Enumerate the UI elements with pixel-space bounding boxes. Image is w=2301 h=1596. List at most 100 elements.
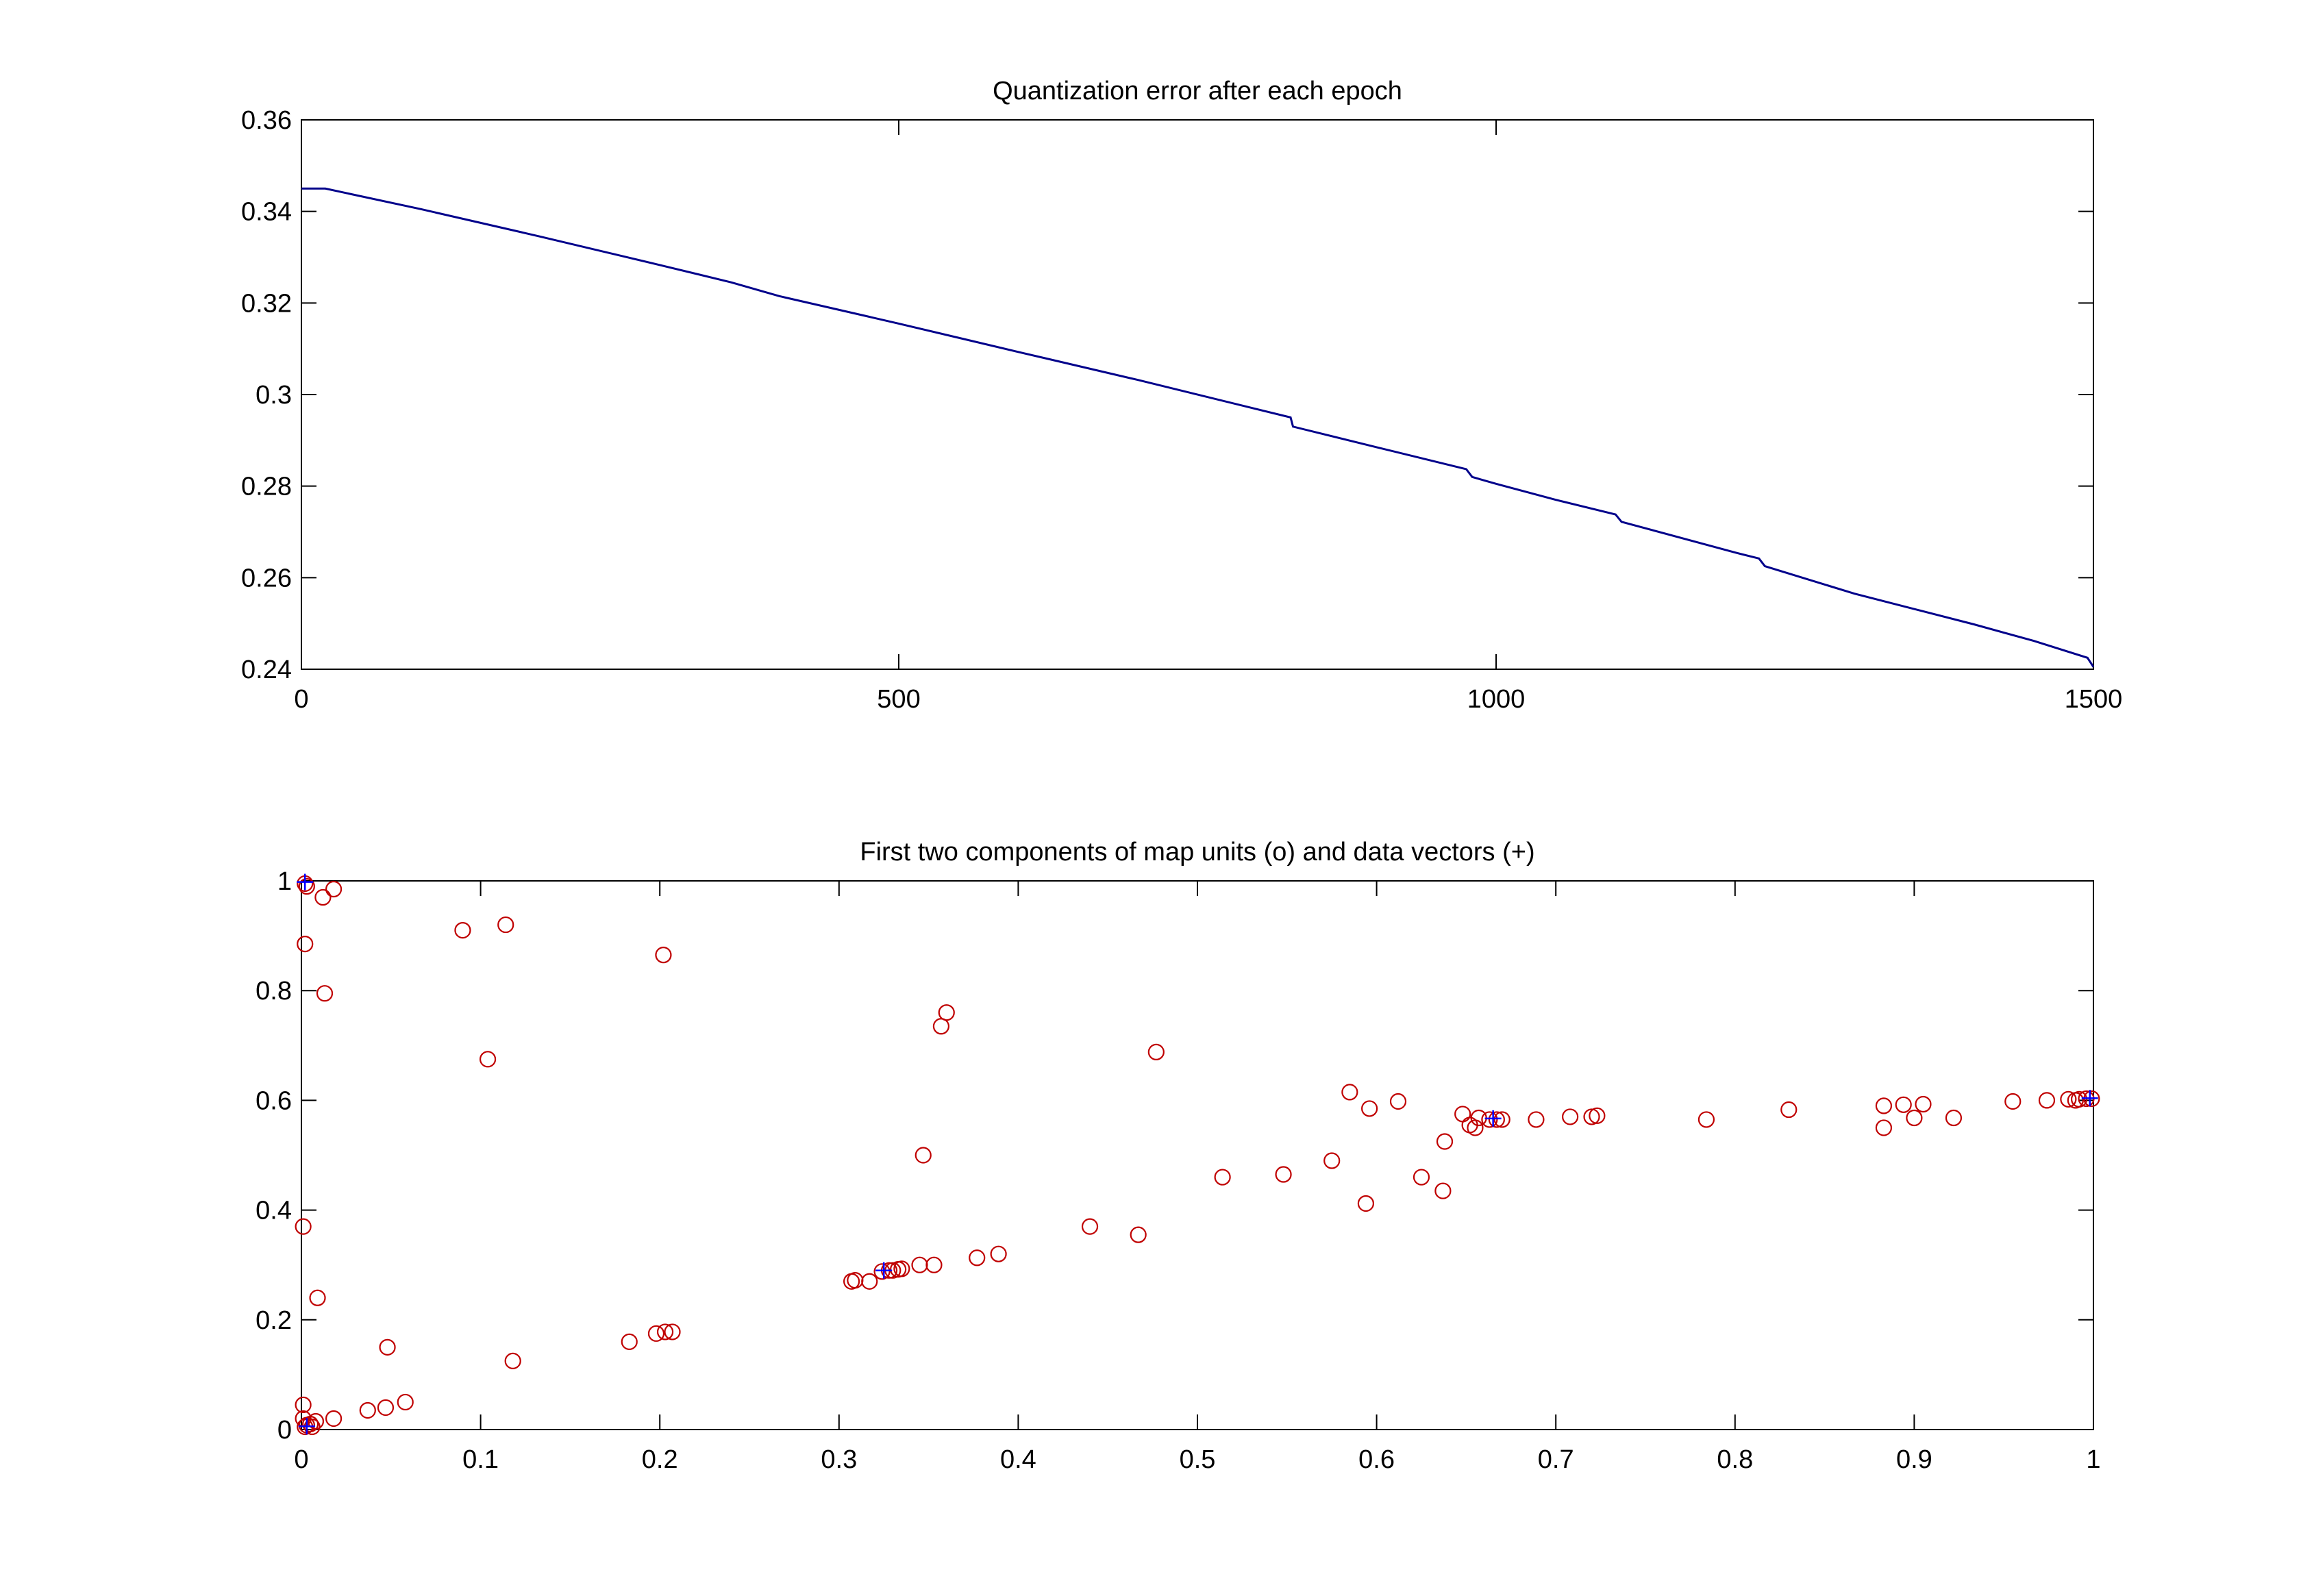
map-unit-point <box>1147 1043 1165 1061</box>
series-line <box>301 187 2095 668</box>
y-tick-label: 0.24 <box>241 656 292 684</box>
y-tick-label: 0.36 <box>241 106 292 135</box>
map-unit-point <box>454 921 471 939</box>
map-unit-point <box>497 916 514 934</box>
chart-panel-2: First two components of map units (o) an… <box>256 838 2100 1474</box>
x-tick-label: 500 <box>877 685 920 714</box>
y-tick-label: 1 <box>277 867 292 896</box>
map-unit-point <box>2004 1093 2022 1110</box>
map-unit-point <box>932 1018 950 1035</box>
data-vector-point <box>2081 1090 2098 1107</box>
data-vector-point <box>875 1262 893 1279</box>
map-unit-point <box>479 1051 497 1068</box>
map-unit-point <box>309 1289 326 1306</box>
x-tick-label: 0 <box>294 1445 308 1474</box>
map-unit-point <box>990 1245 1007 1262</box>
map-unit-point <box>861 1273 878 1290</box>
map-unit-point <box>1906 1109 1923 1127</box>
x-tick-label: 0 <box>294 685 308 714</box>
map-unit-point <box>1583 1108 1600 1125</box>
map-unit-point <box>1361 1100 1378 1117</box>
y-tick-label: 0 <box>277 1416 292 1445</box>
map-unit-point <box>656 1323 674 1341</box>
map-unit-point <box>379 1338 396 1356</box>
map-unit-point <box>1528 1111 1545 1128</box>
map-unit-point <box>911 1256 928 1273</box>
chart-title: Quantization error after each epoch <box>993 77 1402 105</box>
y-tick-label: 0.3 <box>256 381 292 410</box>
y-tick-label: 0.32 <box>241 289 292 318</box>
map-unit-point <box>664 1323 681 1341</box>
x-tick-label: 0.9 <box>1896 1445 1932 1474</box>
map-unit-point <box>1434 1182 1452 1199</box>
map-unit-point <box>1130 1226 1147 1243</box>
map-unit-point <box>1915 1095 1932 1113</box>
map-unit-point <box>1875 1119 1893 1136</box>
map-unit-point <box>1488 1111 1505 1128</box>
data-vector-point <box>297 873 314 890</box>
map-unit-point <box>1780 1101 1798 1119</box>
map-unit-point <box>1341 1084 1358 1101</box>
x-tick-label: 0.7 <box>1538 1445 1574 1474</box>
map-unit-point <box>1697 1111 1715 1128</box>
x-tick-label: 0.6 <box>1358 1445 1395 1474</box>
map-unit-point <box>314 888 332 906</box>
y-tick-label: 0.6 <box>256 1086 292 1115</box>
map-unit-point <box>298 877 315 895</box>
map-unit-point <box>938 1004 955 1021</box>
y-tick-label: 0.8 <box>256 977 292 1006</box>
map-unit-point <box>1357 1195 1375 1212</box>
map-unit-point <box>1323 1152 1341 1169</box>
x-tick-label: 1500 <box>2065 685 2123 714</box>
x-tick-label: 0.4 <box>1000 1445 1036 1474</box>
map-unit-point <box>325 880 343 898</box>
map-unit-point <box>2070 1090 2088 1108</box>
map-unit-point <box>915 1147 932 1164</box>
x-tick-label: 1000 <box>1467 685 1526 714</box>
map-unit-point <box>325 1410 343 1427</box>
map-unit-point <box>1389 1093 1407 1110</box>
y-tick-label: 0.4 <box>256 1197 292 1225</box>
map-unit-point <box>295 1218 312 1235</box>
data-vector-point <box>1484 1110 1502 1127</box>
x-tick-label: 0.1 <box>462 1445 499 1474</box>
map-unit-point <box>504 1352 521 1369</box>
map-unit-point <box>1454 1106 1471 1123</box>
map-unit-point <box>295 1396 312 1414</box>
map-unit-point <box>1875 1097 1893 1114</box>
chart-panel-1: Quantization error after each epoch 0 500 1… <box>241 77 2122 714</box>
map-unit-point <box>297 936 314 953</box>
map-unit-point <box>925 1256 943 1273</box>
axes-box <box>301 880 2094 1430</box>
map-unit-point <box>359 1401 376 1419</box>
chart-title: First two components of map units (o) an… <box>860 838 1534 866</box>
map-unit-point <box>1493 1111 1510 1128</box>
map-unit-point <box>1436 1133 1454 1150</box>
data-vector-point <box>298 1418 315 1435</box>
map-unit-point <box>1413 1169 1430 1186</box>
x-tick-label: 0.3 <box>821 1445 857 1474</box>
map-unit-point <box>1467 1119 1484 1136</box>
map-unit-point <box>1481 1111 1498 1128</box>
map-unit-point <box>621 1333 638 1350</box>
map-unit-point <box>1275 1166 1292 1183</box>
map-unit-point <box>1895 1096 1912 1113</box>
y-tick-label: 0.26 <box>241 564 292 593</box>
map-unit-point <box>1562 1108 1579 1125</box>
map-unit-point <box>1214 1169 1231 1186</box>
map-unit-point <box>647 1325 665 1342</box>
x-tick-label: 0.8 <box>1717 1445 1753 1474</box>
y-tick-label: 0.2 <box>256 1306 292 1335</box>
y-tick-label: 0.34 <box>241 198 292 227</box>
map-unit-point <box>397 1393 414 1411</box>
map-unit-point <box>2038 1092 2056 1109</box>
map-unit-point <box>655 947 672 964</box>
map-unit-point <box>1081 1218 1099 1235</box>
map-unit-point <box>893 1260 910 1277</box>
map-unit-point <box>1945 1109 1963 1127</box>
map-unit-point <box>2060 1090 2077 1108</box>
x-tick-label: 1 <box>2086 1445 2100 1474</box>
map-unit-point <box>969 1249 986 1267</box>
map-unit-point <box>873 1263 891 1280</box>
